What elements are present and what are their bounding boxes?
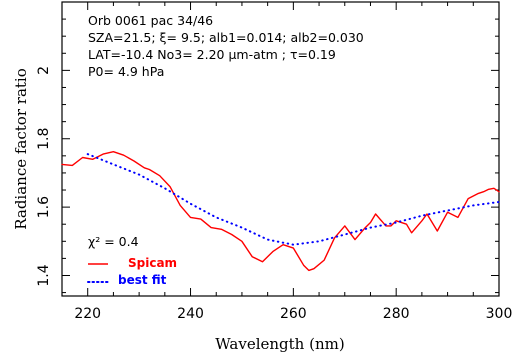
annotation-orbit: Orb 0061 pac 34/46 (88, 13, 213, 28)
legend-bestfit-label: best fit (118, 273, 167, 287)
x-tick-label: 300 (486, 306, 513, 322)
x-tick-label: 280 (383, 306, 410, 322)
x-tick-label: 240 (177, 306, 204, 322)
y-tick-label: 1.4 (36, 264, 52, 286)
annotation-pressure: P0= 4.9 hPa (88, 64, 164, 79)
chi-square-label: χ² = 0.4 (88, 234, 139, 249)
spicam-line (61, 150, 500, 272)
y-tick-label: 1.6 (36, 196, 52, 218)
legend-spicam-label: Spicam (128, 256, 177, 270)
best-fit-line (86, 153, 500, 246)
annotation-ozone: LAT=-10.4 No3= 2.20 µm-atm ; τ=0.19 (88, 47, 336, 62)
axis-ticks: 220 240 260 280 300 1.4 1.6 1.8 2 (36, 1, 513, 322)
x-tick-label: 260 (280, 306, 307, 322)
data-series (61, 150, 500, 272)
y-tick-label: 1.8 (36, 128, 52, 150)
x-axis-label: Wavelength (nm) (215, 335, 344, 353)
x-tick-label: 220 (74, 306, 101, 322)
y-tick-label: 2 (36, 66, 52, 75)
annotation-geometry: SZA=21.5; ξ= 9.5; alb1=0.014; alb2=0.030 (88, 30, 364, 45)
y-axis-label: Radiance factor ratio (12, 68, 30, 230)
plot-frame (61, 1, 500, 297)
